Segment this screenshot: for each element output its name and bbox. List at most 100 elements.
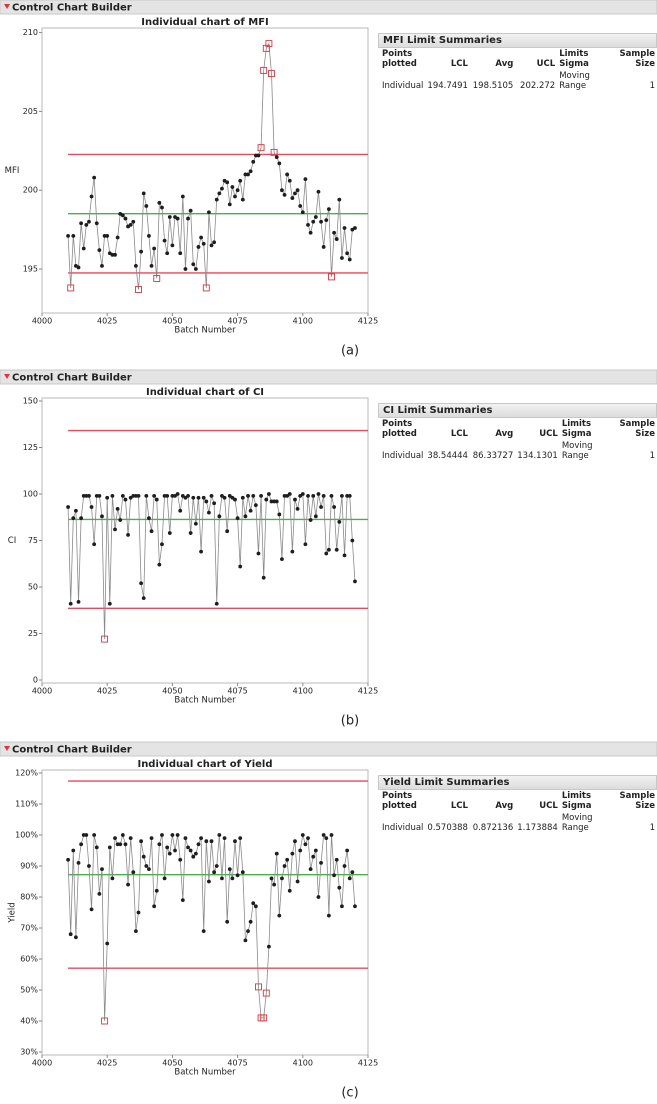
data-point [274,155,279,160]
data-point [326,207,331,212]
data-point [272,499,277,504]
data-point [303,542,308,547]
y-tick-label: 50% [20,986,38,995]
data-point [178,857,183,862]
summary-header: Avg [495,59,514,69]
summary-header-row: Points plotted LCL Avg UCL Limits Sigma Sampl… [380,418,657,440]
data-point [79,221,84,226]
summary-cell: 1.173884 [517,823,558,833]
y-tick-label: 100% [15,831,38,840]
data-point [152,493,157,498]
data-point [274,499,279,504]
x-tick-label: 4025 [97,1059,117,1068]
summary-table: Points plotted LCL Avg UCL Limits Sigma Sampl… [380,418,657,462]
data-point [115,506,120,511]
data-point [248,508,253,513]
data-point [217,191,222,196]
data-point [139,249,144,254]
data-point [214,197,219,202]
data-point [329,493,334,498]
data-point [149,529,154,534]
summary-table: Points plotted LCL Avg UCL Limits Sigma Sampl… [380,790,657,834]
data-point [243,938,248,943]
data-point [207,210,211,215]
data-point [180,194,185,199]
summary-header: Sample Size [619,49,655,69]
panel-title: Control Chart Builder [12,373,132,384]
data-point [308,230,313,235]
data-point [100,867,104,871]
data-point [196,842,201,847]
x-tick-label: 4100 [293,317,313,326]
data-point [235,188,240,193]
y-tick-label: 150 [23,397,38,406]
data-point [105,234,110,238]
panel-title: Control Chart Builder [12,745,132,756]
y-tick-label: 110% [15,800,38,809]
data-point [308,518,313,522]
data-point [243,172,248,177]
data-point [253,153,258,158]
summary-cell: 0.872136 [472,823,514,833]
data-point [133,929,138,933]
data-point [316,492,321,496]
data-point [141,191,146,196]
data-point [324,218,329,223]
data-point [280,876,284,881]
data-point [165,251,170,256]
data-point [303,842,308,847]
data-point [345,493,350,498]
summary-header-row: Points plotted LCL Avg UCL Limits Sigma Sampl… [380,48,657,70]
data-point [319,505,323,509]
data-point [290,549,295,554]
data-point [277,913,282,918]
data-point [74,508,78,513]
data-point [97,493,102,498]
summary-cell: Moving Range [561,813,593,833]
summary-cell: 134.1301 [517,451,558,461]
data-point [207,510,211,515]
data-point [165,845,170,850]
x-tick-label: 4100 [293,687,313,696]
data-point [266,944,271,949]
data-point [316,189,321,194]
panel-title: Control Chart Builder [12,3,132,14]
data-point [92,833,97,837]
data-point [300,833,305,837]
summary-table: Points plotted LCL Avg UCL Limits Sigma Sampl… [380,48,657,92]
flagged-point [257,144,265,152]
flagged-point [260,1014,268,1022]
y-tick-label: 75 [28,536,38,545]
summary-cell: Individual [382,81,424,91]
x-tick-label: 4075 [227,687,247,696]
data-point [131,493,136,498]
summary-cell: 1 [649,81,655,91]
data-point [266,492,271,496]
data-point [212,870,217,875]
data-point [290,851,295,856]
data-point [332,230,336,235]
data-point [186,216,190,221]
data-point [259,493,263,498]
data-point [246,172,250,177]
data-point [110,252,115,257]
data-point [71,516,76,521]
data-point [167,851,172,856]
data-point [319,219,323,224]
data-point [214,601,219,606]
data-point [274,851,279,856]
data-point [191,262,196,267]
data-point [201,241,206,246]
summary-row: Individual 194.7491 198.5105 202.272 Moving … [380,70,657,92]
data-point [248,919,253,924]
data-point [342,553,347,558]
data-point [347,257,352,262]
y-tick-label: 210 [23,28,38,37]
y-tick-label: 60% [20,955,38,964]
data-point [199,235,203,240]
plot-area [41,397,369,684]
data-point [253,904,258,909]
data-point [193,851,198,856]
data-point [126,882,130,887]
summary-title: Yield Limit Summaries [378,775,657,790]
